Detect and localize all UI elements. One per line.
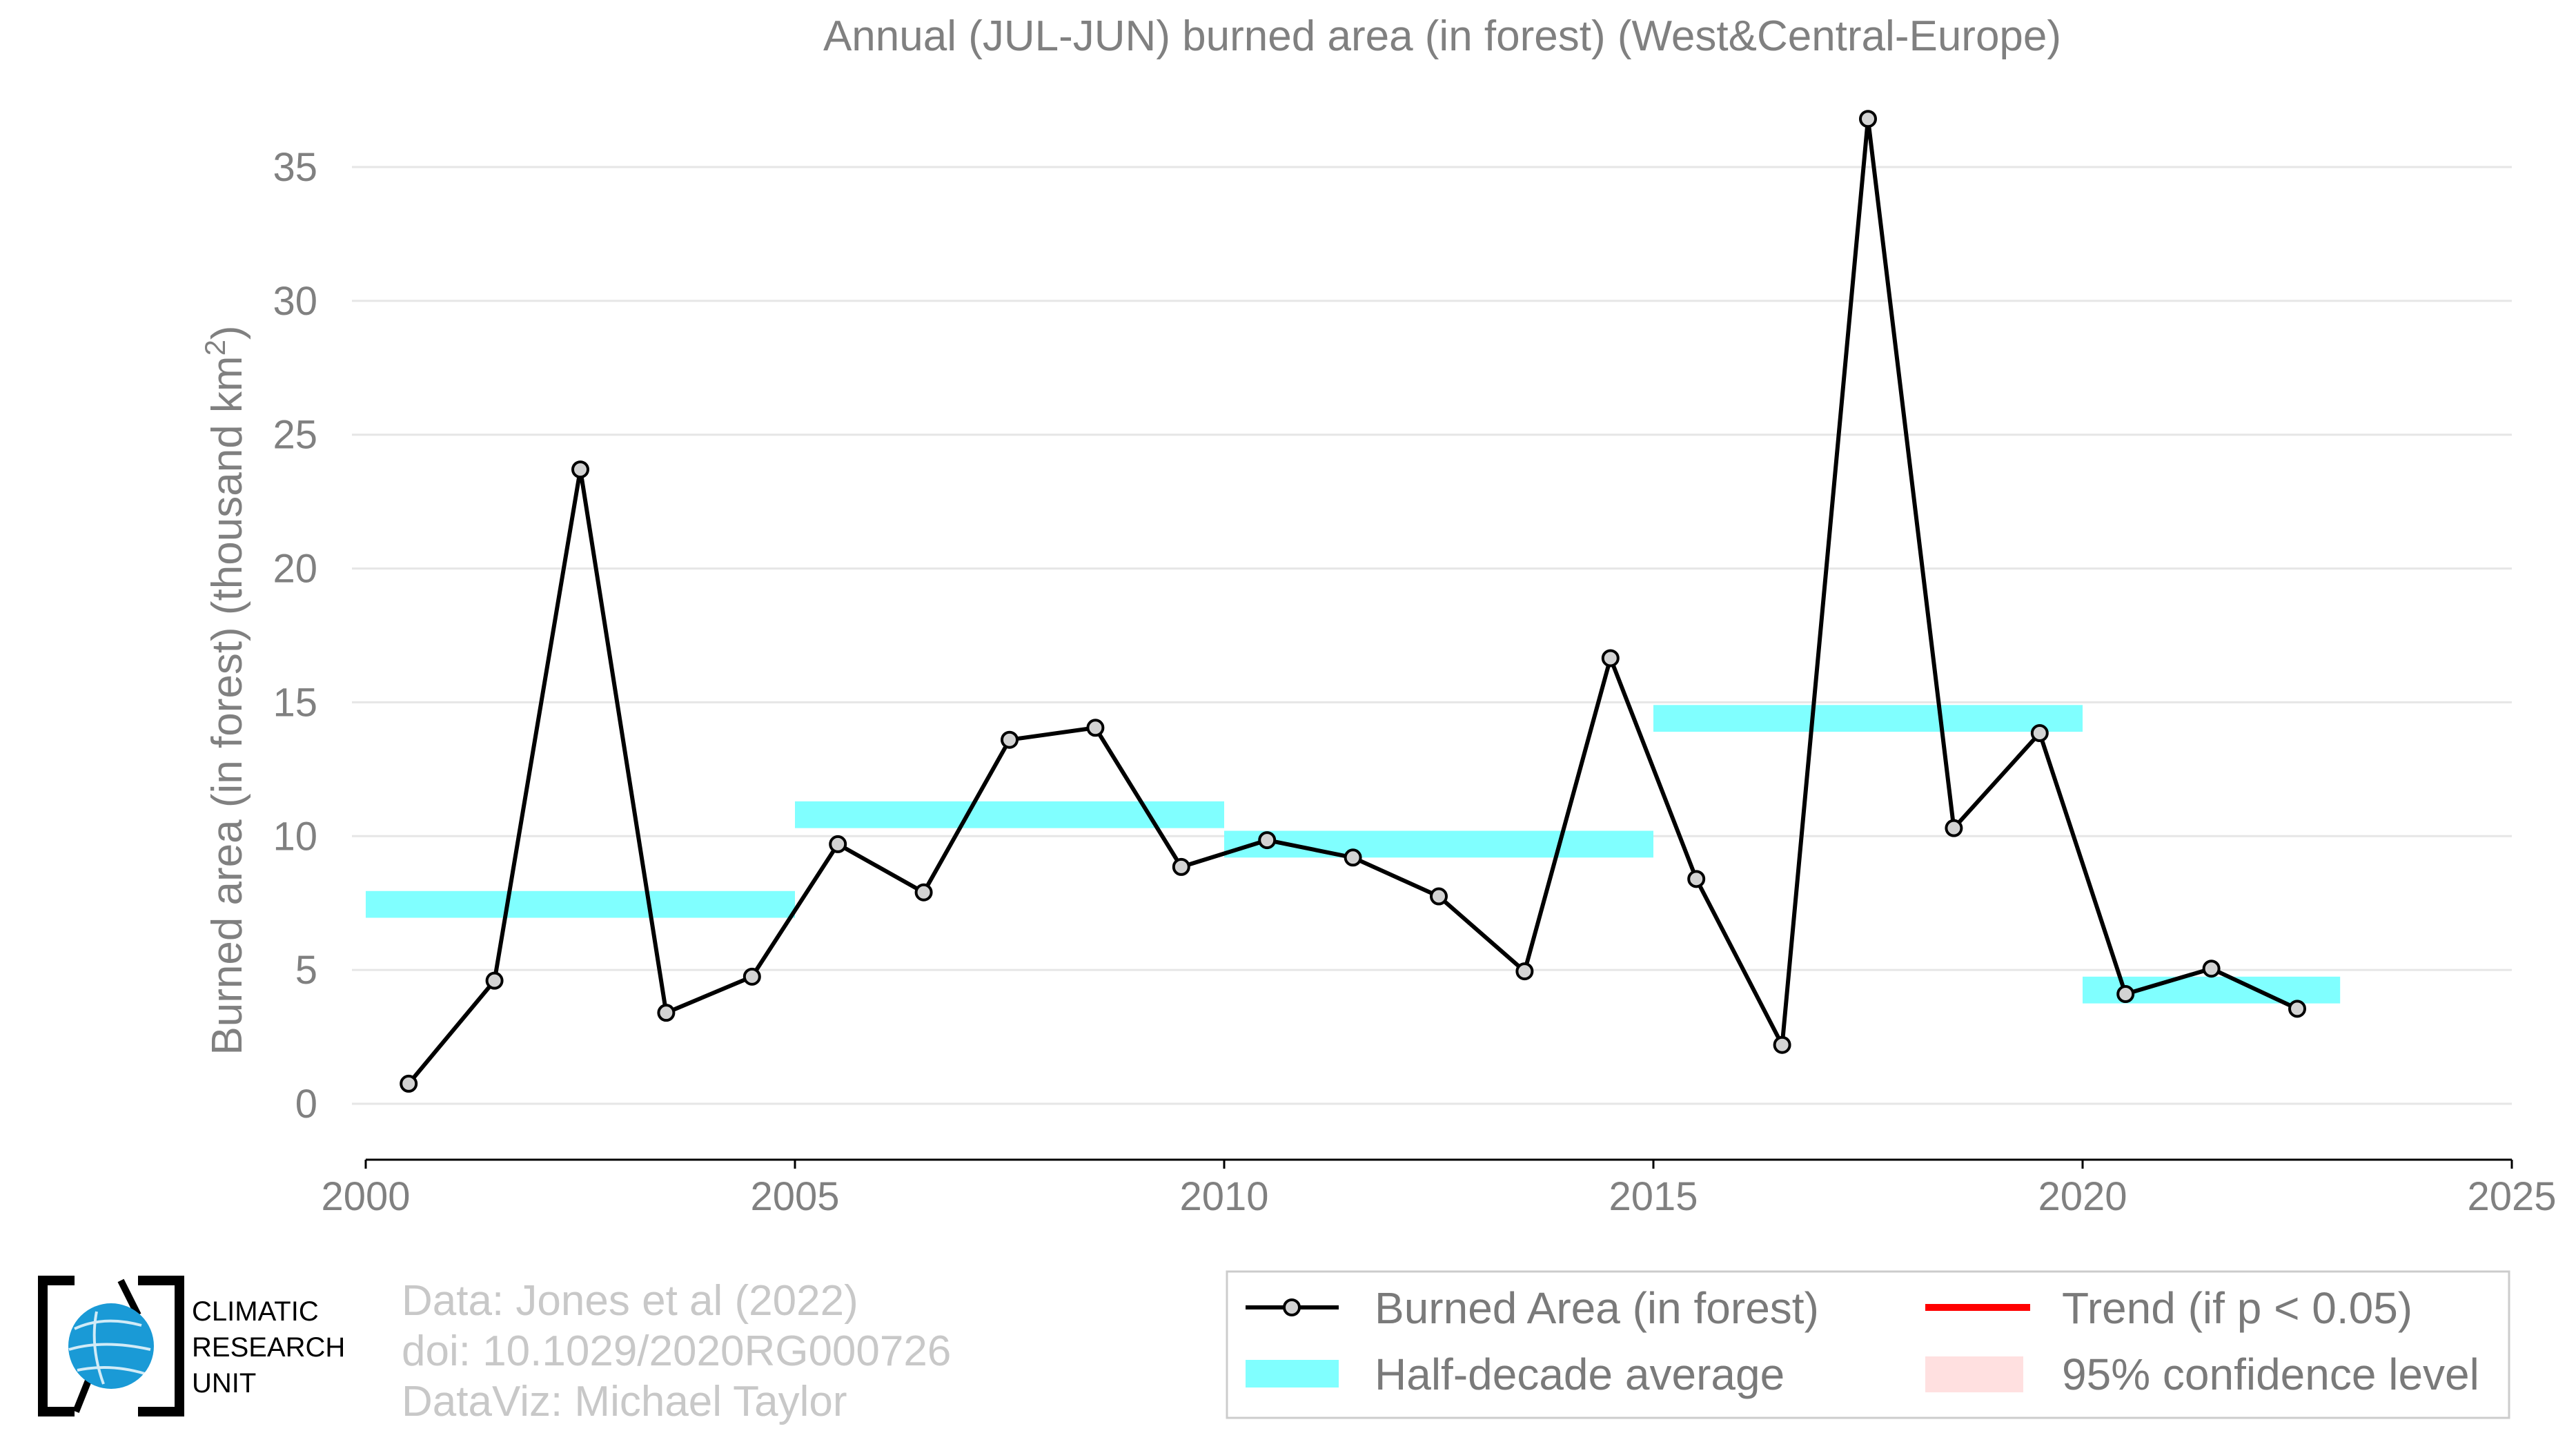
- half-decade-average-bar: [366, 890, 795, 918]
- data-point: [1687, 870, 1706, 888]
- data-point: [2116, 985, 2135, 1004]
- data-point: [1773, 1035, 1791, 1054]
- data-point: [400, 1074, 418, 1093]
- chart-title: Annual (JUL-JUN) burned area (in forest)…: [823, 12, 2061, 60]
- y-axis-ticks: 0 5 10 15 20 25 30 35: [273, 145, 317, 1127]
- y-tick-label: 20: [273, 547, 317, 592]
- x-tick-label: 2020: [2038, 1174, 2127, 1219]
- legend-confidence: 95% confidence level: [2062, 1350, 2479, 1399]
- data-point: [743, 967, 761, 986]
- logo-bracket-left: [38, 1276, 75, 1416]
- x-tick-label: 2015: [1609, 1174, 1698, 1219]
- data-point: [2030, 724, 2049, 743]
- x-tick-label: 2010: [1179, 1174, 1268, 1219]
- y-tick-label: 30: [273, 279, 317, 324]
- logo-line-2: RESEARCH: [192, 1332, 345, 1363]
- data-point: [485, 971, 504, 990]
- data-point: [1086, 719, 1105, 737]
- cru-logo: CLIMATIC RESEARCH UNIT: [38, 1276, 345, 1416]
- legend: Burned Area (in forest) Trend (if p < 0.…: [1226, 1270, 2510, 1419]
- credits: Data: Jones et al (2022) doi: 10.1029/20…: [402, 1277, 951, 1425]
- y-tick-label: 5: [295, 948, 317, 993]
- y-tick-label: 10: [273, 814, 317, 859]
- data-point: [829, 835, 847, 853]
- data-point: [1859, 110, 1877, 128]
- y-axis-label: Burned area (in forest) (thousand km2): [199, 325, 251, 1055]
- y-tick-label: 0: [295, 1082, 317, 1127]
- data-point: [1945, 819, 1963, 837]
- data-point: [1344, 848, 1362, 867]
- y-tick-label: 15: [273, 680, 317, 725]
- data-point: [1430, 887, 1448, 906]
- x-tick-label: 2025: [2467, 1174, 2556, 1219]
- x-axis-ticks: 2000 2005 2010 2015 2020 2025: [321, 1160, 2557, 1219]
- data-point: [1515, 962, 1534, 981]
- legend-average-swatch: [1246, 1360, 1339, 1387]
- burned-area-series: [400, 110, 2306, 1093]
- data-point: [2288, 1000, 2306, 1018]
- credit-data: Data: Jones et al (2022): [402, 1277, 858, 1325]
- half-decade-average-bar: [795, 801, 1224, 828]
- logo-line-1: CLIMATIC: [192, 1296, 319, 1327]
- data-point: [1601, 649, 1620, 668]
- data-point: [2202, 960, 2221, 978]
- data-point: [1172, 857, 1190, 876]
- x-tick-label: 2005: [750, 1174, 839, 1219]
- logo-line-3: UNIT: [192, 1368, 256, 1399]
- data-point: [1001, 730, 1019, 749]
- data-point: [571, 460, 589, 479]
- half-decade-average-bar: [1653, 705, 2083, 732]
- logo-bracket-right: [138, 1276, 184, 1416]
- credit-dataviz: DataViz: Michael Taylor: [402, 1378, 847, 1425]
- legend-marker-swatch: [1283, 1298, 1301, 1316]
- legend-confidence-swatch: [1925, 1356, 2023, 1392]
- y-tick-label: 35: [273, 145, 317, 190]
- gridlines: [352, 166, 2512, 1105]
- legend-half-decade: Half-decade average: [1375, 1350, 1784, 1399]
- x-tick-label: 2000: [321, 1174, 410, 1219]
- data-point: [1258, 831, 1277, 850]
- legend-trend: Trend (if p < 0.05): [2062, 1283, 2412, 1333]
- legend-burned-area: Burned Area (in forest): [1375, 1283, 1819, 1333]
- legend-box: [1226, 1270, 2510, 1419]
- data-point: [914, 883, 933, 902]
- data-point: [657, 1004, 676, 1022]
- credit-doi: doi: 10.1029/2020RG000726: [402, 1327, 951, 1375]
- series-line: [406, 117, 2299, 1085]
- y-tick-label: 25: [273, 413, 317, 458]
